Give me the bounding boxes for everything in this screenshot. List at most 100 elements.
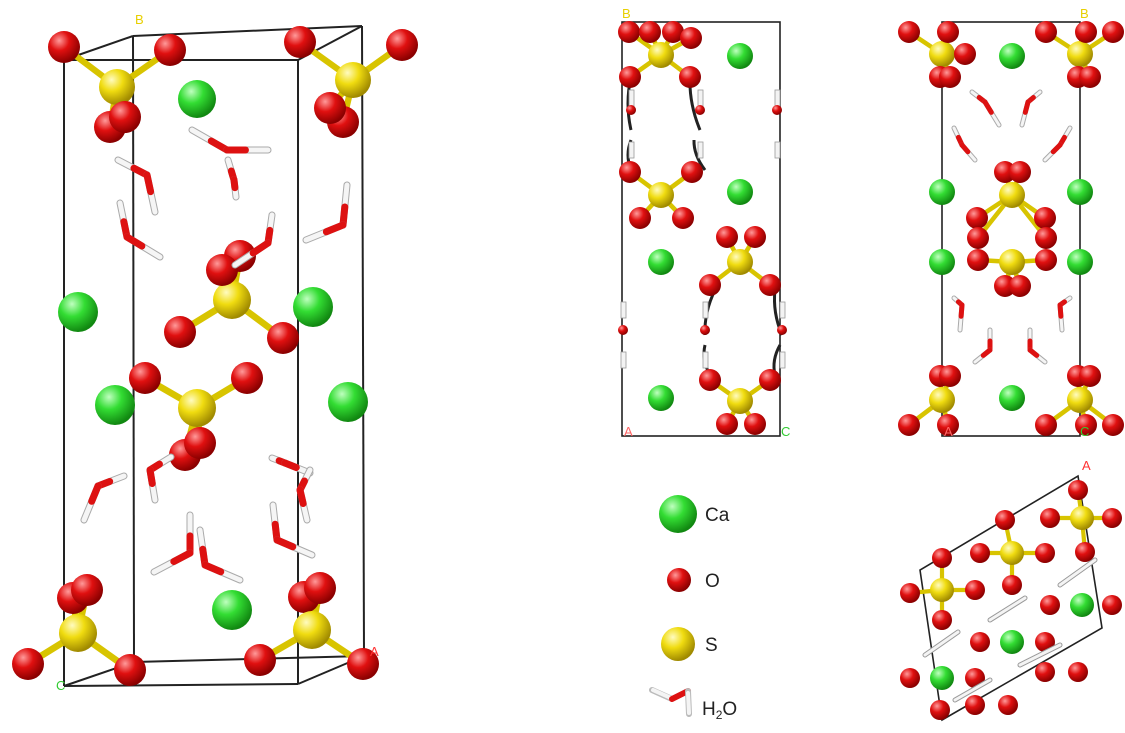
oxygen-atom (314, 92, 346, 124)
unit-cell-outline (919, 474, 1103, 722)
oxygen-atom (386, 29, 418, 61)
oxygen-atom (900, 583, 920, 603)
oxygen-atom (1102, 21, 1124, 43)
hydrogen (779, 301, 786, 319)
water-molecule (188, 126, 272, 154)
oxygen-atom (939, 66, 961, 88)
calcium-atom (328, 382, 368, 422)
oxygen-atom (629, 207, 651, 229)
oxygen-atom (12, 648, 44, 680)
ring-edge (692, 139, 707, 171)
oxygen-atom (626, 105, 636, 115)
water-oxygen (1022, 99, 1031, 115)
calcium-atom (999, 385, 1025, 411)
oxygen-atom (1035, 543, 1055, 563)
water-molecule (114, 156, 159, 216)
projection-view-1: B A C (618, 6, 790, 439)
oxygen-atom (679, 66, 701, 88)
hydrogen (189, 127, 214, 144)
perspective-unit-cell-view: B A C (12, 12, 418, 693)
sulfur-atom (99, 69, 135, 105)
axis-label-a: A (944, 424, 953, 439)
water-oxygen (296, 486, 307, 507)
oxygen-atom (939, 365, 961, 387)
oxygen-atom (930, 700, 950, 720)
water-molecule (302, 181, 351, 244)
water-molecule (80, 472, 128, 524)
sulfur-atom (213, 281, 251, 319)
water-molecule (231, 211, 276, 269)
hydrogen (702, 351, 709, 369)
oxygen-atom (1035, 227, 1057, 249)
oxygen-atom (1075, 21, 1097, 43)
water-molecule (150, 511, 194, 576)
water-oxygen (170, 549, 194, 566)
oxygen-atom (619, 161, 641, 183)
axis-label-c: C (781, 424, 790, 439)
oxygen-atom (932, 548, 952, 568)
water-oxygen (88, 482, 102, 505)
hydrogen (342, 182, 350, 210)
oxygen-atom (965, 580, 985, 600)
water-molecule (1019, 89, 1043, 128)
calcium-atom (293, 287, 333, 327)
oxygen-atom (184, 427, 216, 459)
oxygen-atom (695, 105, 705, 115)
water-oxygen (959, 142, 971, 155)
oxygen-atom-legend-icon (667, 568, 691, 592)
atom-legend: Ca O S H2O (649, 495, 737, 722)
legend-label-ca: Ca (705, 505, 730, 526)
hydrogen (628, 89, 635, 107)
sulfur-atom (648, 182, 674, 208)
hydrogen (1058, 558, 1097, 587)
water-oxygen (1057, 302, 1064, 319)
oxygen-atom (998, 695, 1018, 715)
oxygen-atom (967, 249, 989, 271)
hydrogen (774, 141, 781, 159)
sulfur-atom (648, 42, 674, 68)
legend-label-o: O (705, 571, 720, 592)
hydrogen (697, 141, 704, 159)
oxygen-atom (639, 21, 661, 43)
sulfur-atom (1067, 41, 1093, 67)
water-molecule (1042, 125, 1073, 163)
oxygen-atom (1102, 414, 1124, 436)
calcium-atom (1070, 593, 1094, 617)
oxygen-atom (716, 226, 738, 248)
water-oxygen (980, 347, 993, 358)
oxygen-atom (1040, 595, 1060, 615)
water-molecule (969, 89, 1002, 128)
hydrogen (923, 630, 960, 657)
oxygen-atom (1079, 66, 1101, 88)
water-oxygen (958, 302, 965, 319)
hydrogen (620, 301, 627, 319)
oxygen-atom (759, 369, 781, 391)
sulfur-atom (727, 388, 753, 414)
oxygen-atom (267, 322, 299, 354)
sulfur-atom (178, 389, 216, 427)
oxygen-atom (716, 413, 738, 435)
oxygen-atom (154, 34, 186, 66)
axis-label-a: A (624, 424, 633, 439)
unit-cell-box (63, 25, 365, 687)
oxygen-atom (966, 207, 988, 229)
sulfur-atom (727, 249, 753, 275)
hydrogen (303, 229, 329, 243)
hydrogen (1018, 643, 1062, 667)
oxygen-atom (1068, 480, 1088, 500)
oxygen-atom (744, 413, 766, 435)
oxygen-atom (1035, 414, 1057, 436)
water-oxygen (201, 561, 225, 576)
oxygen-atom (1075, 542, 1095, 562)
hydrogen (774, 89, 781, 107)
legend-label-s: S (705, 635, 718, 656)
calcium-atom (648, 249, 674, 275)
oxygen-atom (1035, 21, 1057, 43)
oxygen-atom (109, 101, 141, 133)
axis-label-a: A (1082, 458, 1091, 473)
water-molecule (951, 125, 978, 163)
oxygen-atom (1002, 575, 1022, 595)
hydrogen (151, 559, 177, 575)
hydrogen (628, 141, 635, 159)
oxygen-atom (970, 632, 990, 652)
